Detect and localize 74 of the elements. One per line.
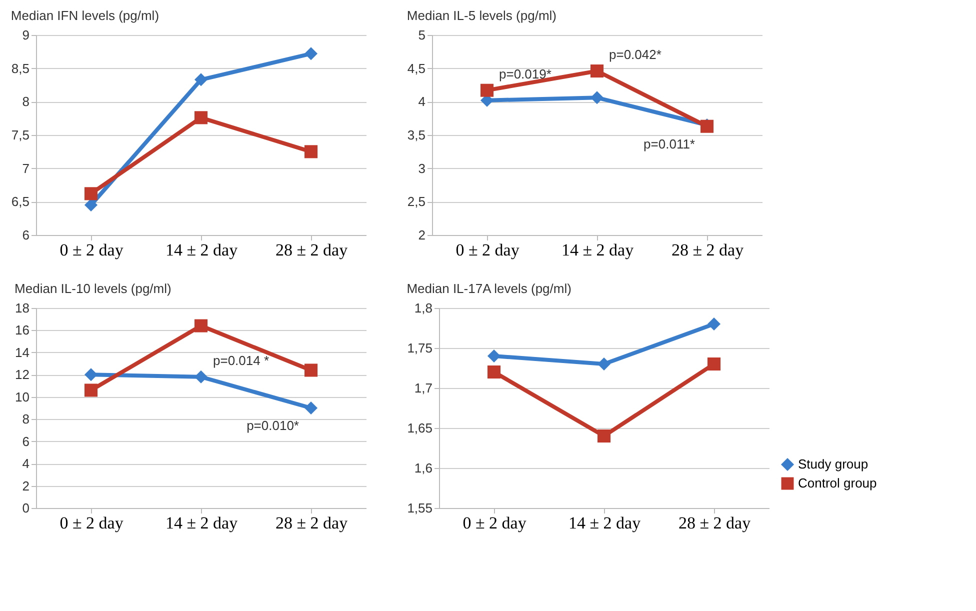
- point: [707, 357, 721, 371]
- y-tick-label: 6: [22, 434, 30, 449]
- y-tick-label: 12: [15, 367, 30, 382]
- point: [487, 349, 501, 363]
- x-tick-label: 0 ± 2 day: [60, 514, 124, 532]
- y-tick-label: 1,6: [414, 460, 432, 476]
- y-tick-label: 5: [418, 28, 426, 42]
- y-tick-label: 9: [22, 28, 30, 42]
- x-tick-label: 14 ± 2 day: [165, 514, 238, 532]
- point: [194, 73, 208, 86]
- chart-title: Median IL-10 levels (pg/ml): [14, 281, 172, 296]
- y-tick-label: 14: [15, 344, 30, 360]
- y-tick-label: 2,5: [407, 194, 426, 210]
- y-tick-label: 3,5: [407, 128, 426, 142]
- x-tick-label: 28 ± 2 day: [275, 514, 348, 532]
- y-tick-label: 7,5: [11, 128, 30, 142]
- x-tick-label: 28 ± 2 day: [678, 514, 752, 532]
- y-tick-label: 4: [22, 456, 30, 472]
- point: [597, 357, 611, 371]
- y-tick-label: 3: [418, 160, 426, 176]
- point: [194, 111, 208, 124]
- y-tick-label: 8: [22, 412, 30, 427]
- legend-label: Control group: [798, 476, 877, 490]
- chart-title: Median IL-17A levels (pg/ml): [406, 281, 572, 296]
- point: [480, 84, 494, 97]
- y-tick-label: 2: [22, 478, 30, 494]
- point: [304, 364, 318, 377]
- x-tick-label: 28 ± 2 day: [275, 240, 348, 260]
- point: [597, 429, 611, 443]
- chart-title: Median IFN levels (pg/ml): [10, 8, 160, 23]
- point: [304, 401, 318, 415]
- y-tick-label: 16: [15, 322, 30, 338]
- x-tick-label: 28 ± 2 day: [671, 240, 744, 260]
- annotation: p=0.019*: [499, 66, 552, 82]
- y-tick-label: 4,5: [407, 60, 426, 76]
- annotation: p=0.010*: [246, 418, 299, 433]
- y-tick-label: 8,5: [11, 60, 30, 76]
- point: [304, 145, 318, 158]
- y-tick-label: 6,5: [11, 194, 30, 210]
- x-tick-label: 14 ± 2 day: [561, 240, 634, 260]
- y-tick-label: 0: [22, 500, 30, 516]
- x-tick-label: 14 ± 2 day: [165, 240, 238, 260]
- y-tick-label: 1,7: [414, 380, 432, 396]
- chart-title: Median IL-5 levels (pg/ml): [406, 8, 556, 23]
- y-tick-label: 1,65: [407, 420, 432, 436]
- y-tick-label: 2: [418, 228, 426, 242]
- x-tick-label: 14 ± 2 day: [568, 514, 642, 532]
- point: [194, 370, 208, 384]
- legend-label: Study group: [798, 456, 868, 472]
- y-tick-label: 8: [22, 94, 30, 110]
- point: [487, 365, 501, 379]
- point: [84, 187, 98, 200]
- point: [707, 317, 721, 331]
- y-tick-label: 6: [22, 228, 30, 242]
- point: [304, 47, 318, 60]
- point: [84, 198, 98, 212]
- annotation: p=0.042*: [609, 47, 662, 62]
- x-tick-label: 0 ± 2 day: [60, 240, 124, 260]
- x-tick-label: 0 ± 2 day: [456, 240, 520, 260]
- y-tick-label: 1,75: [407, 340, 432, 356]
- point: [194, 319, 208, 332]
- y-tick-label: 18: [15, 300, 30, 316]
- y-tick-label: 7: [22, 160, 30, 176]
- y-tick-label: 1,55: [407, 500, 432, 516]
- y-tick-label: 1,8: [414, 300, 432, 316]
- x-tick-label: 0 ± 2 day: [462, 514, 527, 532]
- point: [84, 368, 98, 382]
- point: [590, 64, 604, 78]
- y-tick-label: 4: [418, 94, 426, 110]
- annotation: p=0.014 *: [213, 352, 270, 368]
- y-tick-label: 10: [15, 389, 30, 404]
- point: [590, 91, 604, 104]
- annotation: p=0.011*: [644, 136, 695, 152]
- point: [84, 384, 98, 397]
